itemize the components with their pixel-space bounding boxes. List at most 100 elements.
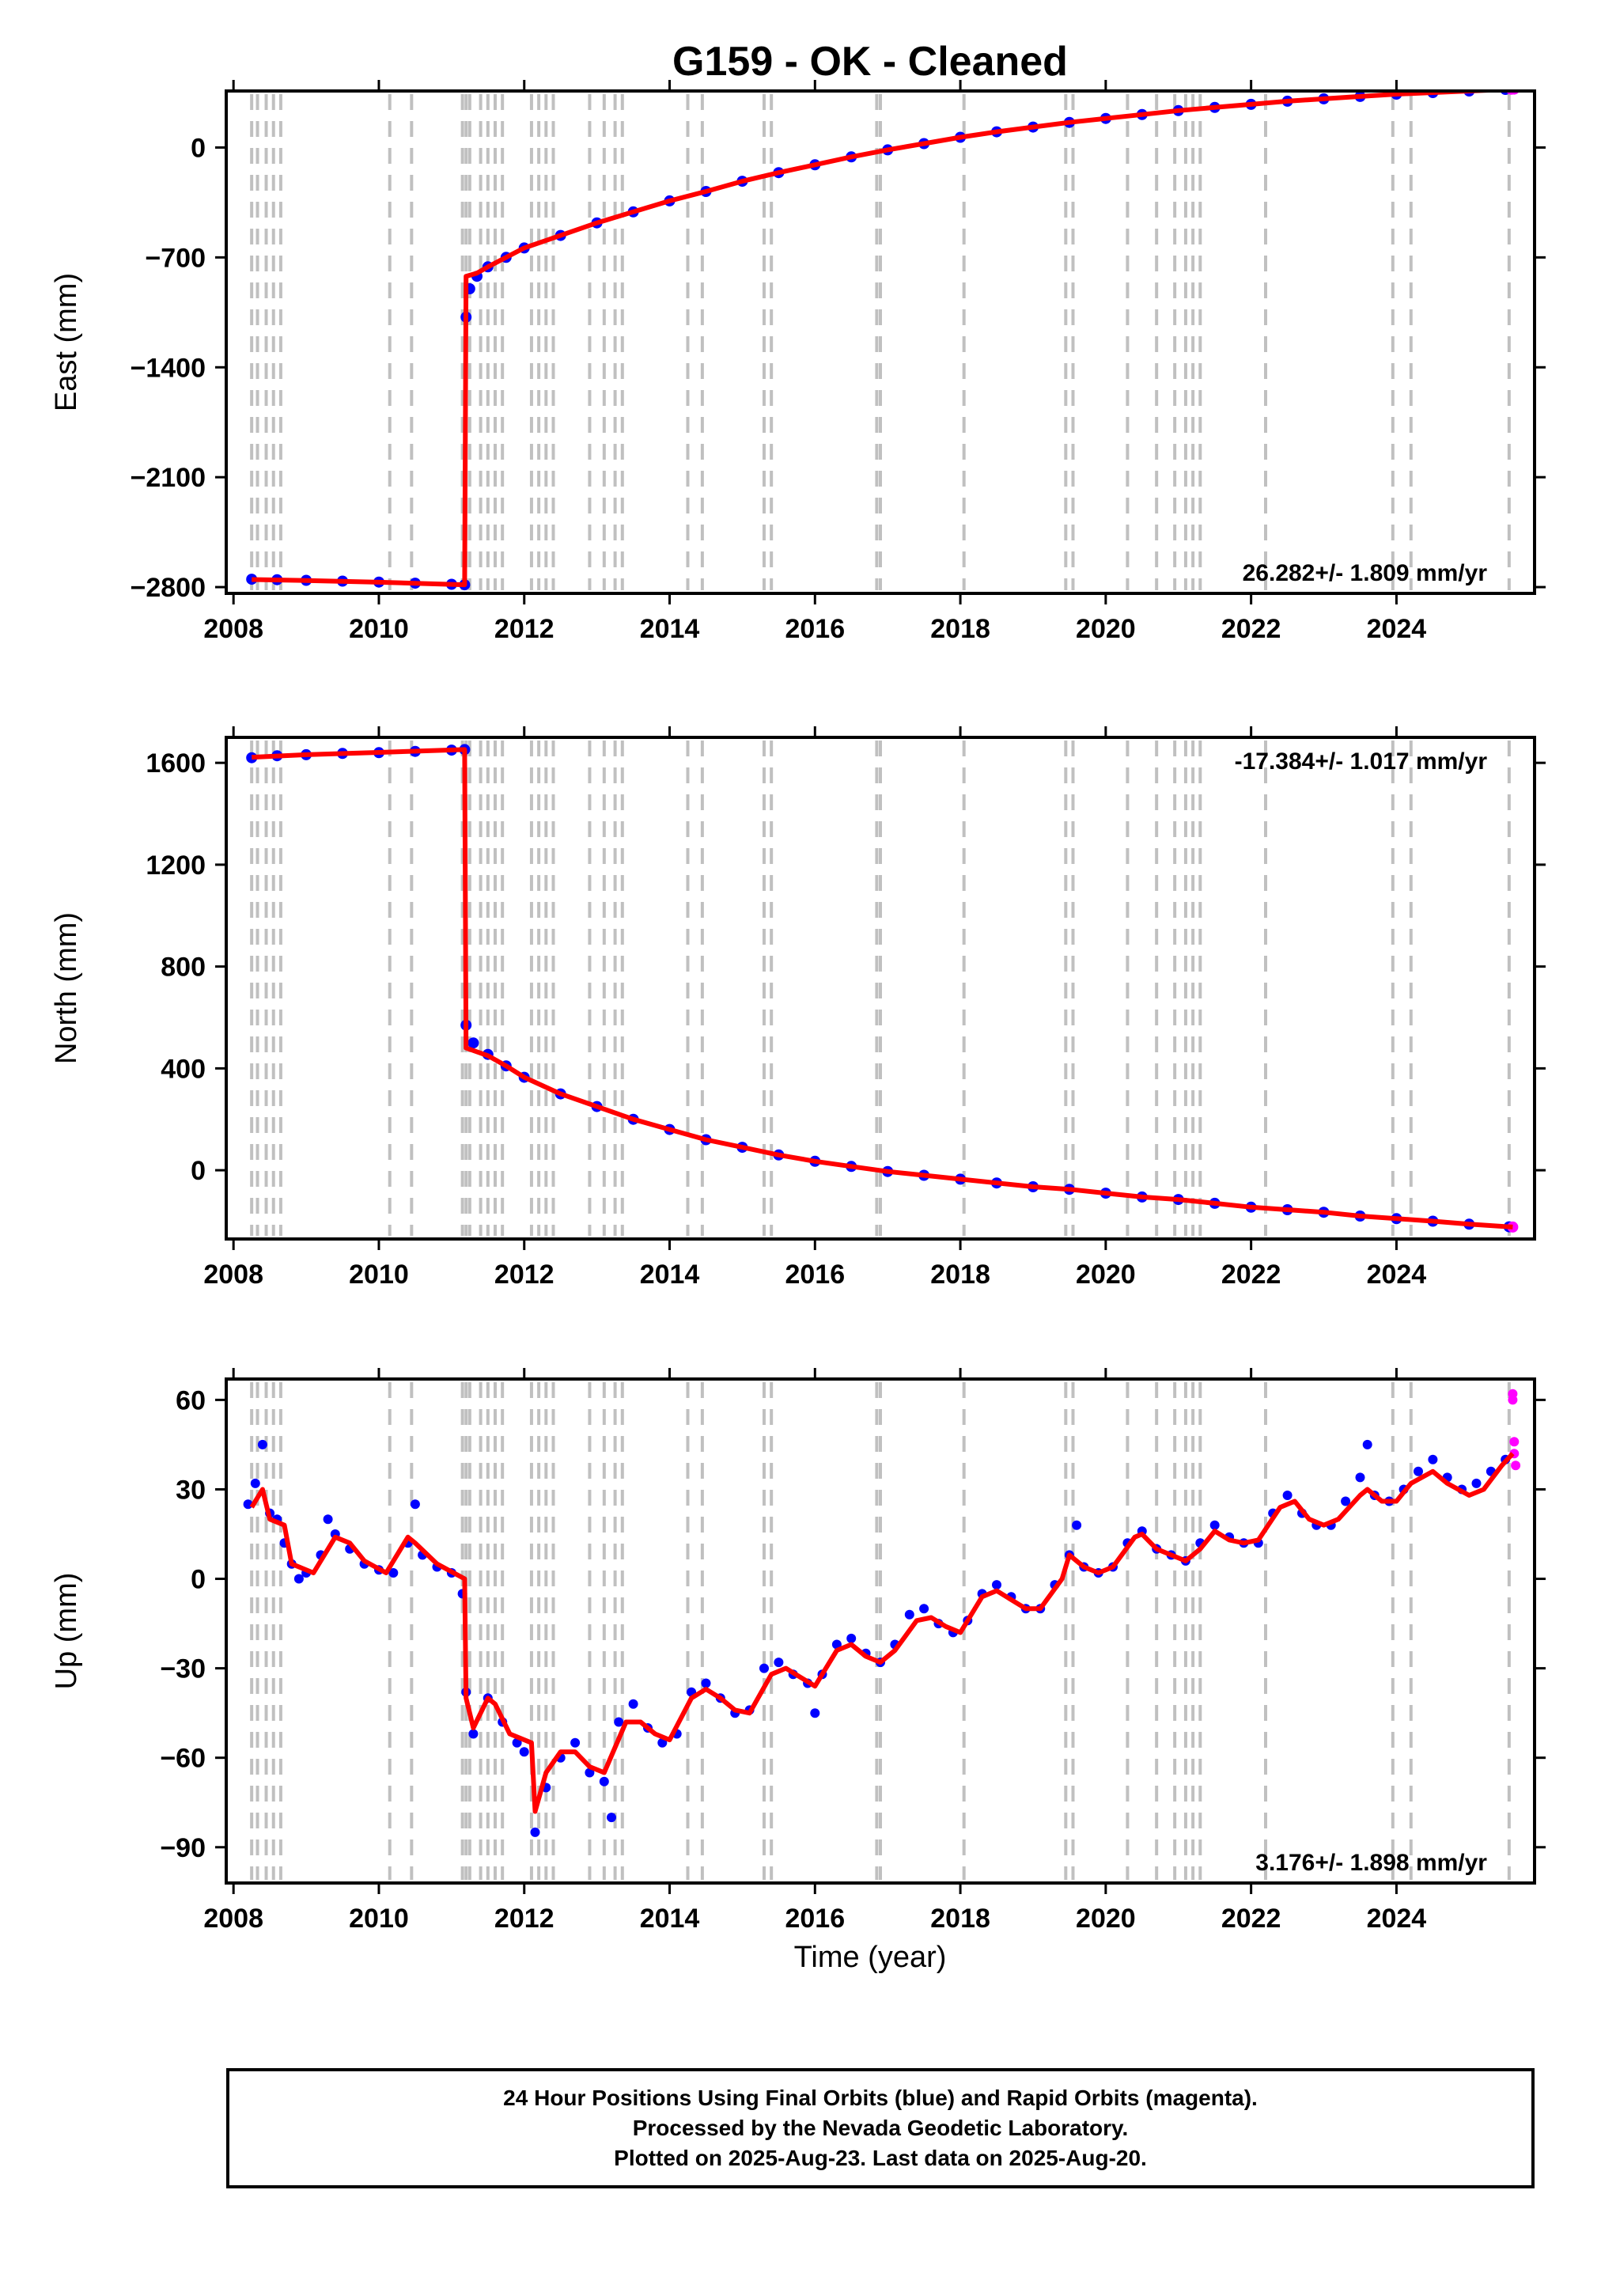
final-orbit-point: [1414, 1466, 1423, 1476]
plot-frame: [225, 89, 1536, 595]
final-orbit-point: [614, 1717, 624, 1727]
final-orbit-point: [599, 1776, 609, 1786]
y-tick-label: 1600: [146, 748, 206, 779]
footer-line-processor: Processed by the Nevada Geodetic Laborat…: [632, 2116, 1129, 2140]
rapid-orbit-point: [1511, 1461, 1521, 1471]
final-orbit-point: [570, 1737, 581, 1748]
final-orbit-point: [585, 1767, 595, 1778]
x-tick-label: 2016: [785, 614, 845, 644]
x-tick-label: 2014: [640, 1904, 700, 1934]
x-tick-label: 2018: [930, 614, 990, 644]
final-orbit-point: [657, 1737, 668, 1748]
x-tick-label: 2020: [1076, 1260, 1136, 1290]
y-tick-label: −1400: [131, 353, 206, 383]
equipment-change-lines: [250, 1382, 1511, 1880]
final-orbit-point: [607, 1813, 616, 1823]
y-tick-label: 1200: [146, 851, 206, 881]
final-orbit-point: [904, 1609, 914, 1620]
x-tick-label: 2008: [203, 1904, 263, 1934]
y-axis-title: East (mm): [50, 273, 83, 411]
final-orbit-point: [774, 1658, 784, 1668]
rapid-orbit-point: [1508, 1395, 1518, 1405]
final-orbit-point: [1428, 1454, 1438, 1464]
x-tick-label: 2022: [1221, 1260, 1281, 1290]
footer-line-dates: Plotted on 2025-Aug-23. Last data on 202…: [614, 2146, 1147, 2170]
model-fit-line: [249, 1452, 1515, 1814]
x-tick-label: 2012: [494, 614, 554, 644]
x-tick-label: 2018: [930, 1904, 990, 1934]
y-tick-label: −2100: [131, 463, 206, 493]
x-tick-label: 2010: [349, 614, 409, 644]
final-orbit-point: [243, 1499, 253, 1510]
final-orbit-point: [919, 1604, 929, 1614]
y-tick-label: 60: [176, 1385, 206, 1415]
y-tick-label: 30: [176, 1475, 206, 1505]
x-tick-label: 2012: [494, 1260, 554, 1290]
y-tick-label: −30: [160, 1654, 206, 1684]
final-orbit-point: [293, 1574, 304, 1584]
rapid-orbit-point: [1509, 1437, 1520, 1447]
x-tick-label: 2014: [640, 1260, 700, 1290]
x-tick-label: 2012: [494, 1904, 554, 1934]
final-orbit-point: [992, 1580, 1001, 1590]
final-orbit-point: [1471, 1478, 1482, 1488]
x-tick-label: 2010: [349, 1260, 409, 1290]
x-tick-label: 2024: [1367, 614, 1427, 644]
final-orbit-point: [246, 574, 258, 585]
model-fit-line: [252, 747, 1513, 1229]
final-orbit-point: [323, 1514, 333, 1525]
final-orbit-point: [519, 1747, 529, 1757]
y-tick-label: −90: [160, 1833, 206, 1863]
velocity-rate-label: 26.282+/- 1.809 mm/yr: [1243, 560, 1488, 586]
final-orbit-point: [628, 1699, 638, 1709]
final-orbit-point: [701, 1678, 711, 1688]
equipment-change-lines: [250, 94, 1511, 590]
final-orbit-point: [530, 1827, 540, 1837]
final-orbit-point: [1282, 1491, 1293, 1500]
final-orbit-point: [257, 1439, 267, 1449]
x-axis-title: Time (year): [794, 1941, 947, 1974]
final-orbit-point: [467, 1037, 479, 1049]
y-tick-label: 0: [191, 133, 206, 163]
footer-note-box: 24 Hour Positions Using Final Orbits (bl…: [226, 2068, 1535, 2188]
final-orbit-point: [1072, 1520, 1082, 1530]
equipment-change-lines: [250, 741, 1511, 1236]
final-orbit-point: [1355, 1472, 1365, 1483]
y-axis-title: Up (mm): [50, 1573, 83, 1690]
final-orbit-point: [1341, 1496, 1351, 1506]
east-panel: 2008 2010 2012 2014 2016 2018 2020 2022 2024 0 −70…: [50, 80, 1546, 644]
x-tick-label: 2024: [1367, 1260, 1427, 1290]
plot-frame: [225, 736, 1536, 1241]
final-orbit-point: [810, 1708, 820, 1718]
up-panel: 2008 2010 2012 2014 2016 2018 2020 2022 2024 60 30…: [50, 1368, 1546, 1934]
final-orbit-point: [759, 1663, 769, 1673]
velocity-rate-label: -17.384+/- 1.017 mm/yr: [1235, 748, 1488, 775]
north-panel: 2008 2010 2012 2014 2016 2018 2020 2022 2024 1600…: [50, 726, 1546, 1290]
y-tick-label: 800: [161, 953, 206, 983]
x-tick-label: 2024: [1367, 1904, 1427, 1934]
final-orbit-point: [831, 1639, 842, 1650]
y-tick-label: −700: [145, 243, 206, 273]
footer-line-orbits: 24 Hour Positions Using Final Orbits (bl…: [503, 2086, 1258, 2110]
final-orbit-point: [410, 1499, 420, 1510]
x-tick-label: 2016: [785, 1260, 845, 1290]
final-orbit-point: [1209, 1520, 1220, 1530]
chart-title: G159 - OK - Cleaned: [672, 39, 1068, 85]
y-tick-label: 0: [191, 1156, 206, 1186]
x-tick-label: 2018: [930, 1260, 990, 1290]
final-orbit-point: [512, 1737, 522, 1748]
final-orbit-point: [1362, 1439, 1372, 1449]
final-orbit-point: [388, 1568, 399, 1578]
y-tick-label: 400: [161, 1054, 206, 1084]
velocity-rate-label: 3.176+/- 1.898 mm/yr: [1255, 1850, 1487, 1876]
x-tick-label: 2008: [203, 1260, 263, 1290]
x-tick-label: 2022: [1221, 1904, 1281, 1934]
y-tick-label: −2800: [131, 573, 206, 603]
final-orbit-point: [468, 1729, 479, 1739]
y-tick-label: −60: [160, 1744, 206, 1774]
y-axis-title: North (mm): [50, 912, 83, 1064]
x-tick-label: 2022: [1221, 614, 1281, 644]
rapid-orbit-point: [1508, 91, 1520, 95]
final-orbit-point: [250, 1478, 260, 1488]
